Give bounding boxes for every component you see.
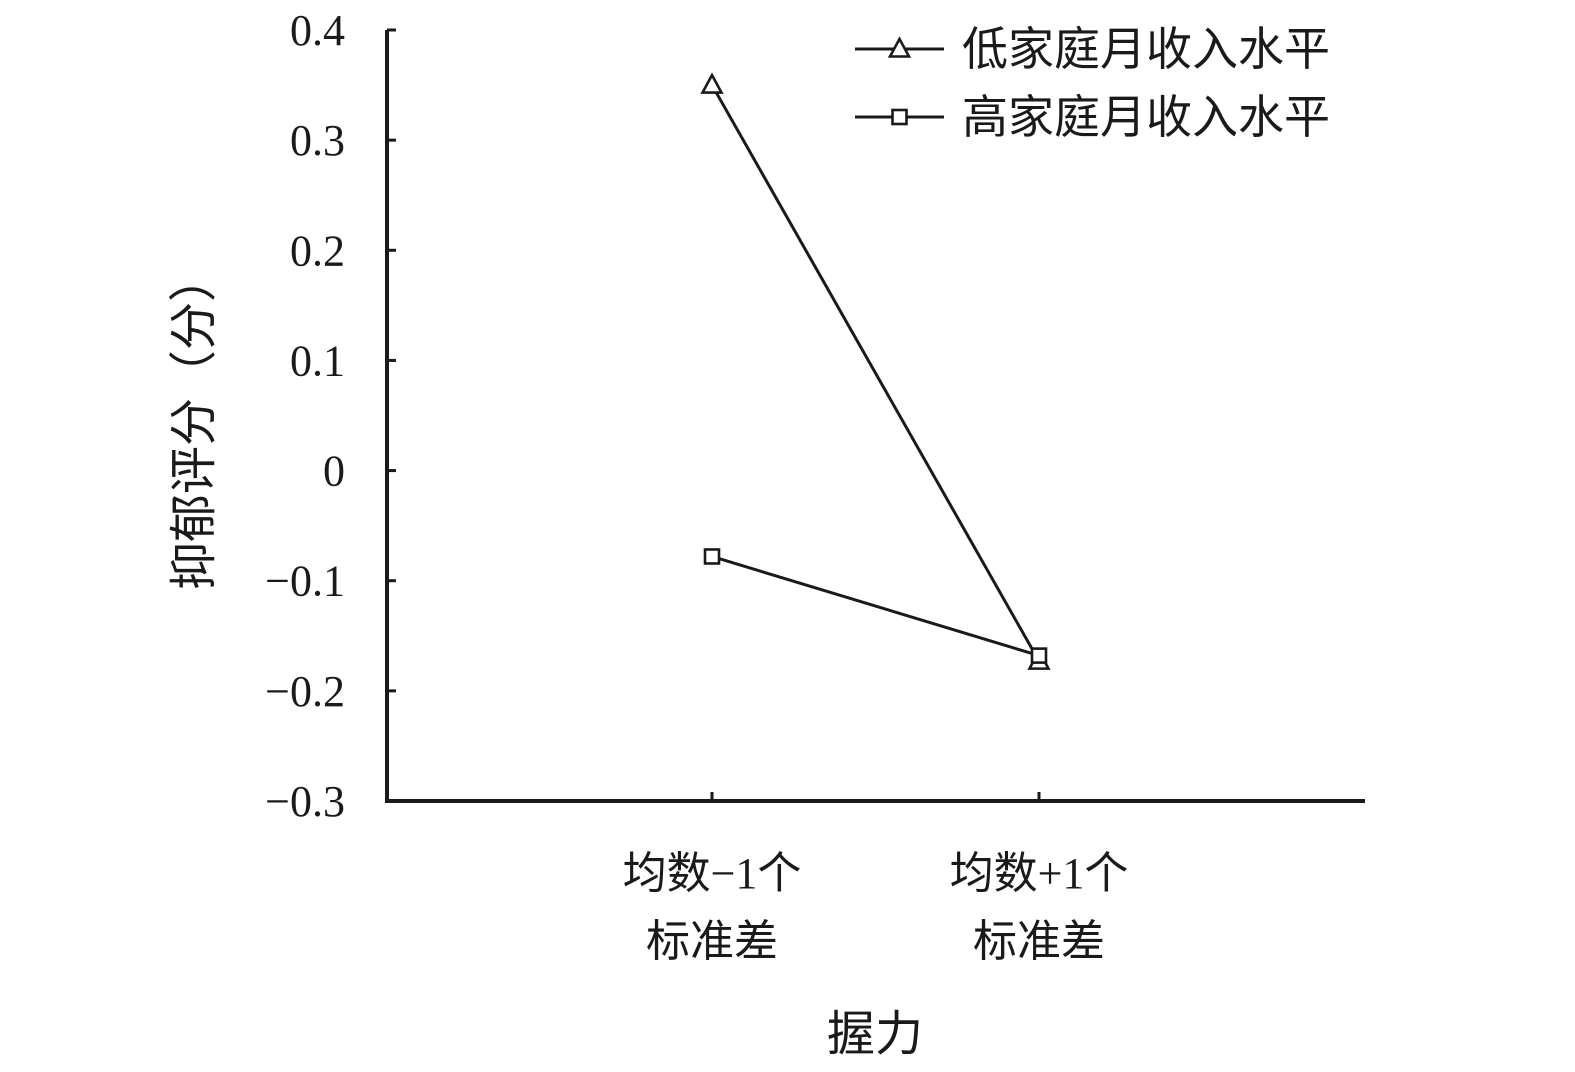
series-line [710,84,1041,662]
y-tick-label: −0.3 [265,777,345,826]
y-axis-title: 抑郁评分（分） [168,254,221,590]
y-tick-label: −0.2 [265,667,345,716]
legend-item: 高家庭月收入水平 [855,92,1330,143]
y-tick-label: −0.1 [265,557,345,606]
y-tick-label: 0.3 [290,116,345,165]
legend-item: 低家庭月收入水平 [855,24,1330,75]
x-tick-label: 标准差 [646,917,778,966]
y-tick-label: 0.4 [290,6,345,55]
series-line [711,555,1040,658]
square-marker [703,548,721,565]
x-tick-label: 均数+1个 [950,849,1129,898]
y-tick-label: 0.2 [290,226,345,275]
series-group [700,72,1051,670]
x-tick-label: 均数−1个 [623,849,802,898]
series-square [703,548,1048,664]
legend-label: 高家庭月收入水平 [962,92,1330,143]
series-triangle [700,72,1051,670]
y-tick-label: 0 [323,447,345,496]
x-axis-title: 握力 [827,1008,923,1061]
y-tick-label: 0.1 [290,336,345,385]
square-marker [1030,647,1048,664]
triangle-marker [887,36,912,58]
square-marker [891,108,908,126]
axes [385,30,1365,803]
legend-label: 低家庭月收入水平 [962,24,1330,75]
x-tick-label: 标准差 [973,917,1105,966]
y-ticks: 0.4 0.3 0.2 0.1 0 −0.1 −0.2 −0.3 [265,6,396,826]
triangle-marker [700,72,724,94]
